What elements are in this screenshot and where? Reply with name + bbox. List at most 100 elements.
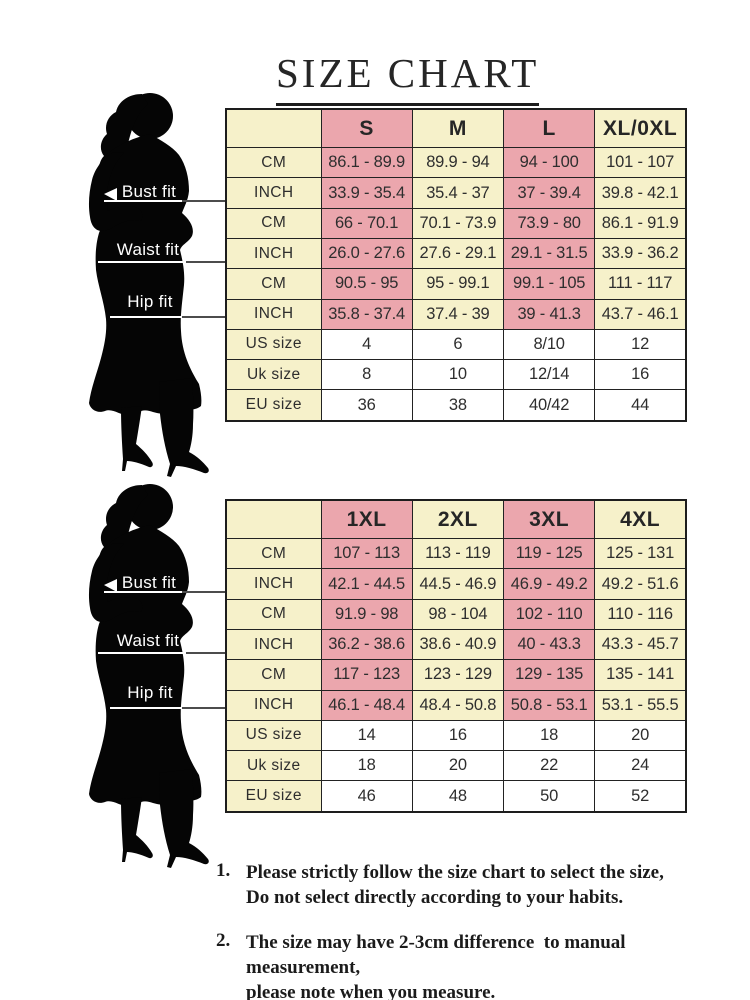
size-column-header: S [320, 108, 413, 149]
note-line: please note when you measure. [246, 982, 496, 1000]
section-regular-sizes: Bust fit Waist fit Hip fit S M L XL/0XL CM 86… [0, 92, 750, 492]
value-cell: 46.9 - 49.2 [502, 568, 596, 600]
value-cell: 90.5 - 95 [320, 268, 413, 300]
value-cell: 38.6 - 40.9 [411, 628, 505, 661]
value-cell: 86.1 - 91.9 [594, 207, 687, 239]
section-plus-sizes: Bust fit Waist fit Hip fit 1XL 2XL 3XL 4XL C… [0, 483, 750, 883]
table-row: US size 14 16 18 20 [225, 719, 687, 752]
table-row: CM 66 - 70.1 70.1 - 73.9 73.9 - 80 86.1 - 91… [225, 207, 687, 239]
row-label: CM [225, 538, 322, 570]
value-cell: 12 [594, 328, 687, 361]
table-row: INCH 36.2 - 38.6 38.6 - 40.9 40 - 43.3 43.3 … [225, 628, 687, 661]
row-label: INCH [225, 237, 322, 270]
header-row: S M L XL/0XL [225, 108, 687, 149]
value-cell: 117 - 123 [320, 659, 413, 691]
table-row: INCH 33.9 - 35.4 35.4 - 37 37 - 39.4 39.8 - … [225, 177, 687, 209]
value-cell: 24 [594, 750, 687, 782]
value-cell: 33.9 - 35.4 [320, 177, 413, 209]
value-cell: 40/42 [502, 389, 596, 422]
row-label: EU size [225, 780, 322, 813]
table-corner-cell [225, 499, 322, 540]
value-cell: 12/14 [502, 359, 596, 391]
value-cell: 53.1 - 55.5 [594, 689, 687, 721]
value-cell: 89.9 - 94 [411, 147, 505, 179]
note-number: 2. [216, 930, 231, 951]
note-number: 1. [216, 860, 231, 881]
value-cell: 46 [320, 780, 413, 813]
row-label: CM [225, 268, 322, 300]
bust-fit-label: Bust fit [121, 573, 177, 592]
value-cell: 10 [411, 359, 505, 391]
row-label: INCH [225, 568, 322, 600]
row-label: EU size [225, 389, 322, 422]
value-cell: 44.5 - 46.9 [411, 568, 505, 600]
value-cell: 43.7 - 46.1 [594, 298, 687, 330]
value-cell: 14 [320, 719, 413, 752]
value-cell: 95 - 99.1 [411, 268, 505, 300]
woman-silhouette [88, 484, 209, 868]
value-cell: 43.3 - 45.7 [594, 628, 687, 661]
page-title: SIZE CHART [276, 53, 540, 107]
value-cell: 8/10 [502, 328, 596, 361]
value-cell: 113 - 119 [411, 538, 505, 570]
value-cell: 29.1 - 31.5 [502, 237, 596, 270]
value-cell: 129 - 135 [502, 659, 596, 691]
value-cell: 44 [594, 389, 687, 422]
table-row: INCH 46.1 - 48.4 48.4 - 50.8 50.8 - 53.1 53.… [225, 689, 687, 721]
value-cell: 4 [320, 328, 413, 361]
row-label: CM [225, 147, 322, 179]
value-cell: 101 - 107 [594, 147, 687, 179]
table-row: US size 4 6 8/10 12 [225, 328, 687, 361]
value-cell: 119 - 125 [502, 538, 596, 570]
value-cell: 73.9 - 80 [502, 207, 596, 239]
table-row: INCH 42.1 - 44.5 44.5 - 46.9 46.9 - 49.2 49.… [225, 568, 687, 600]
value-cell: 18 [502, 719, 596, 752]
size-column-header: M [411, 108, 505, 149]
hip-fit-label: Hip fit [127, 292, 173, 311]
value-cell: 39 - 41.3 [502, 298, 596, 330]
value-cell: 16 [411, 719, 505, 752]
notes-block: 1. Please strictly follow the size chart… [216, 860, 744, 1000]
size-column-header: 2XL [411, 499, 505, 540]
table-row: EU size 36 38 40/42 44 [225, 389, 687, 422]
value-cell: 66 - 70.1 [320, 207, 413, 239]
waist-fit-label: Waist fit [116, 240, 180, 259]
size-table-plus: 1XL 2XL 3XL 4XL CM 107 - 113 113 - 119 119 - 12… [225, 499, 687, 813]
row-label: INCH [225, 628, 322, 661]
table-row: CM 90.5 - 95 95 - 99.1 99.1 - 105 111 - 117 [225, 268, 687, 300]
value-cell: 91.9 - 98 [320, 598, 413, 630]
table-row: INCH 26.0 - 27.6 27.6 - 29.1 29.1 - 31.5 33.… [225, 237, 687, 270]
value-cell: 40 - 43.3 [502, 628, 596, 661]
note-line: Do not select directly according to your… [246, 887, 624, 908]
value-cell: 111 - 117 [594, 268, 687, 300]
table-row: CM 91.9 - 98 98 - 104 102 - 110 110 - 116 [225, 598, 687, 630]
row-label: INCH [225, 177, 322, 209]
value-cell: 50.8 - 53.1 [502, 689, 596, 721]
value-cell: 94 - 100 [502, 147, 596, 179]
value-cell: 20 [594, 719, 687, 752]
value-cell: 135 - 141 [594, 659, 687, 691]
value-cell: 35.4 - 37 [411, 177, 505, 209]
value-cell: 37.4 - 39 [411, 298, 505, 330]
value-cell: 123 - 129 [411, 659, 505, 691]
value-cell: 18 [320, 750, 413, 782]
waist-fit-label: Waist fit [116, 631, 180, 650]
row-label: US size [225, 328, 322, 361]
value-cell: 20 [411, 750, 505, 782]
row-label: INCH [225, 689, 322, 721]
size-column-header: XL/0XL [594, 108, 687, 149]
value-cell: 99.1 - 105 [502, 268, 596, 300]
value-cell: 110 - 116 [594, 598, 687, 630]
bust-arrow-icon [104, 579, 117, 592]
row-label: Uk size [225, 359, 322, 391]
table-corner-cell [225, 108, 322, 149]
value-cell: 39.8 - 42.1 [594, 177, 687, 209]
size-column-header: 4XL [594, 499, 687, 540]
note-line: The size may have 2-3cm difference to ma… [246, 932, 631, 978]
row-label: INCH [225, 298, 322, 330]
value-cell: 49.2 - 51.6 [594, 568, 687, 600]
bust-fit-label: Bust fit [121, 182, 177, 201]
header-row: 1XL 2XL 3XL 4XL [225, 499, 687, 540]
size-column-header: 1XL [320, 499, 413, 540]
